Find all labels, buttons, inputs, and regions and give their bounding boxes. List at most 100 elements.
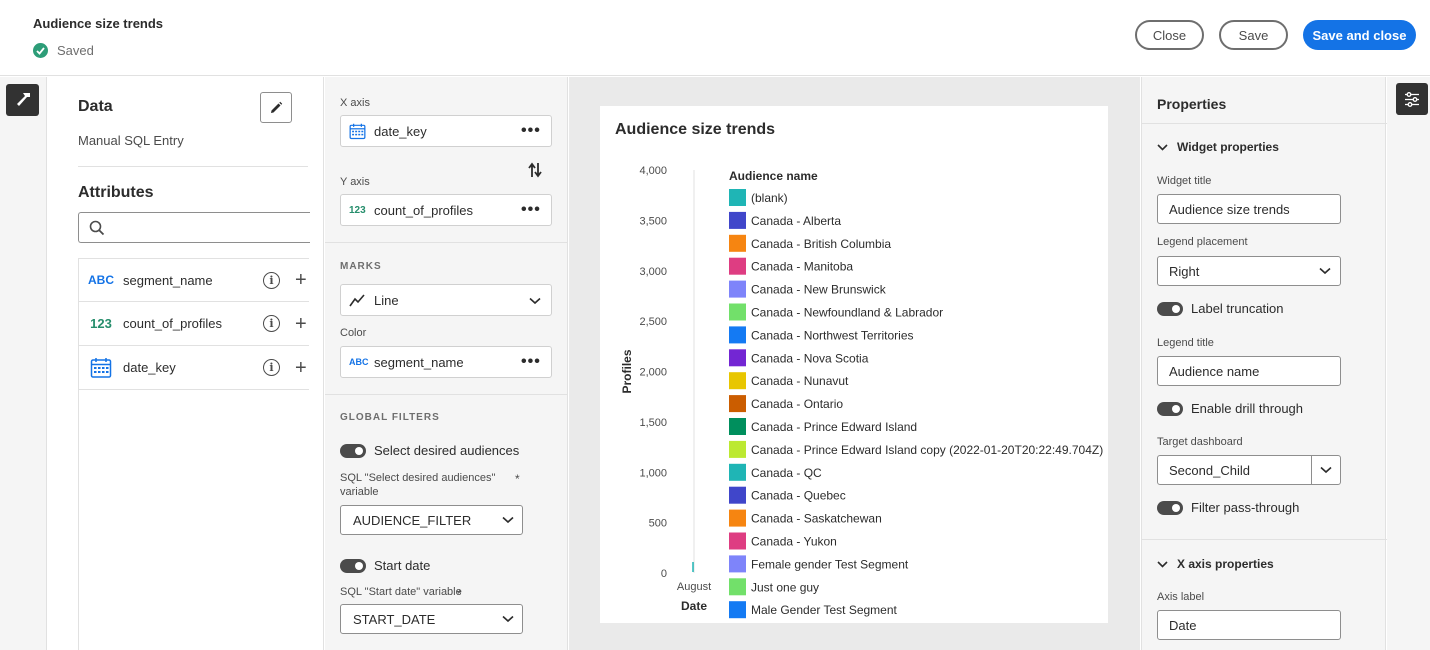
attribute-search-input[interactable] bbox=[78, 212, 310, 243]
legend-swatch bbox=[729, 601, 746, 619]
attributes-title: Attributes bbox=[78, 184, 154, 201]
data-source-label: Manual SQL Entry bbox=[78, 133, 184, 148]
close-button[interactable]: Close bbox=[1135, 20, 1204, 50]
legend-label: Canada - Quebec bbox=[751, 489, 846, 503]
legend-label: Canada - Nunavut bbox=[751, 374, 849, 388]
target-dashboard-combobox[interactable]: Second_Child bbox=[1157, 455, 1341, 485]
legend-label: Canada - British Columbia bbox=[751, 237, 891, 251]
number-type-icon: 123 bbox=[90, 316, 112, 331]
legend-label: Canada - Manitoba bbox=[751, 260, 853, 274]
marks-select[interactable]: Line bbox=[340, 284, 552, 316]
y-axis-field[interactable]: 123 count_of_profiles ••• bbox=[340, 194, 552, 226]
chevron-down-icon bbox=[494, 516, 522, 524]
axis-label-input[interactable]: Date bbox=[1157, 610, 1341, 640]
attribute-row[interactable]: date_key i + bbox=[79, 346, 309, 390]
legend-label: Canada - New Brunswick bbox=[751, 283, 887, 297]
pencil-icon bbox=[271, 101, 283, 113]
chevron-down-icon bbox=[1157, 560, 1168, 568]
data-title: Data bbox=[78, 98, 113, 115]
y-axis-title: Profiles bbox=[620, 349, 634, 393]
legend-label: Canada - Prince Edward Island bbox=[751, 420, 917, 434]
x-axis-title: Date bbox=[681, 599, 707, 613]
edit-query-button[interactable] bbox=[260, 92, 292, 123]
x-axis-properties-label: X axis properties bbox=[1177, 557, 1274, 571]
add-icon[interactable]: + bbox=[295, 312, 307, 335]
color-label: Color bbox=[340, 327, 367, 339]
legend-swatch bbox=[729, 303, 746, 321]
attribute-name: count_of_profiles bbox=[123, 316, 223, 331]
save-and-close-button[interactable]: Save and close bbox=[1303, 20, 1416, 50]
select-audiences-toggle[interactable] bbox=[340, 444, 366, 458]
color-field[interactable]: ABC segment_name ••• bbox=[340, 346, 552, 378]
info-icon[interactable]: i bbox=[263, 271, 280, 289]
properties-title: Properties bbox=[1157, 96, 1227, 112]
x-axis-field[interactable]: date_key ••• bbox=[340, 115, 552, 147]
save-status-text: Saved bbox=[57, 43, 94, 58]
y-tick-label: 1,000 bbox=[639, 467, 667, 479]
chart-card[interactable]: Audience size trends 4,000 3,500 3,000 2,50… bbox=[600, 106, 1108, 623]
line-chart-icon bbox=[349, 293, 367, 307]
more-icon[interactable]: ••• bbox=[521, 122, 541, 139]
attribute-row[interactable]: ABC segment_name i + bbox=[79, 258, 309, 302]
audience-filter-value: AUDIENCE_FILTER bbox=[353, 512, 472, 528]
x-axis-properties-header[interactable]: X axis properties bbox=[1157, 557, 1274, 571]
legend-label: Male Gender Test Segment bbox=[751, 603, 898, 617]
start-date-toggle-label: Start date bbox=[374, 558, 431, 573]
attribute-row[interactable]: 123 count_of_profiles i + bbox=[79, 302, 309, 346]
legend-swatch bbox=[729, 349, 746, 367]
page-title: Audience size trends bbox=[33, 16, 164, 31]
legend-title-input[interactable]: Audience name bbox=[1157, 356, 1341, 386]
label-truncation-toggle[interactable] bbox=[1157, 302, 1183, 316]
info-icon[interactable]: i bbox=[263, 359, 280, 376]
data-panel: Data Manual SQL Entry Attributes ABC seg… bbox=[48, 77, 324, 650]
target-dashboard-label: Target dashboard bbox=[1157, 436, 1243, 448]
swap-axes-icon[interactable] bbox=[527, 161, 543, 182]
y-tick-label: 4,000 bbox=[639, 165, 667, 177]
required-mark: * bbox=[515, 472, 520, 486]
widget-title-input[interactable]: Audience size trends bbox=[1157, 194, 1341, 224]
chart-title: Audience size trends bbox=[615, 121, 776, 138]
sliders-icon[interactable] bbox=[1396, 83, 1428, 115]
legend-title: Audience name bbox=[729, 169, 818, 183]
legend-placement-select[interactable]: Right bbox=[1157, 256, 1341, 286]
widget-properties-header[interactable]: Widget properties bbox=[1157, 140, 1279, 154]
filter-pass-through-toggle[interactable] bbox=[1157, 501, 1183, 515]
header-bar: Audience size trends Saved Close Save Sa… bbox=[0, 0, 1430, 76]
y-axis-field-name: count_of_profiles bbox=[374, 202, 474, 218]
global-filters-label: GLOBAL FILTERS bbox=[340, 412, 440, 423]
audience-variable-label: SQL "Select desired audiences" variable bbox=[340, 472, 496, 498]
more-icon[interactable]: ••• bbox=[521, 201, 541, 218]
save-status: Saved bbox=[33, 43, 94, 58]
divider bbox=[78, 166, 308, 167]
divider bbox=[325, 242, 568, 243]
add-icon[interactable]: + bbox=[295, 356, 307, 379]
start-date-toggle[interactable] bbox=[340, 559, 366, 573]
widget-properties-label: Widget properties bbox=[1177, 140, 1279, 154]
add-icon[interactable]: + bbox=[295, 269, 307, 291]
line-chart: 4,000 3,500 3,000 2,500 2,000 1,500 1,000 500 0 P… bbox=[620, 165, 1103, 619]
legend-title-label: Legend title bbox=[1157, 337, 1214, 349]
drill-through-toggle[interactable] bbox=[1157, 402, 1183, 416]
divider bbox=[1142, 123, 1387, 124]
y-tick-label: 2,000 bbox=[639, 367, 667, 379]
more-icon[interactable]: ••• bbox=[521, 353, 541, 370]
hammer-icon[interactable] bbox=[6, 84, 39, 116]
legend-swatch bbox=[729, 418, 746, 435]
info-icon[interactable]: i bbox=[263, 315, 280, 332]
chevron-down-icon[interactable] bbox=[1311, 456, 1340, 484]
legend-swatch bbox=[729, 486, 746, 504]
axis-label-label: Axis label bbox=[1157, 591, 1205, 603]
chart-canvas: Audience size trends 4,000 3,500 3,000 2,50… bbox=[569, 77, 1140, 650]
chevron-down-icon bbox=[1157, 143, 1168, 151]
start-date-select[interactable]: START_DATE bbox=[340, 604, 523, 634]
legend-label: Canada - Newfoundland & Labrador bbox=[751, 306, 943, 320]
save-button[interactable]: Save bbox=[1219, 20, 1288, 50]
properties-panel: Properties Widget properties Widget titl… bbox=[1141, 77, 1387, 650]
legend-label: Canada - QC bbox=[751, 466, 822, 480]
number-type-icon: 123 bbox=[349, 204, 366, 216]
start-date-value: START_DATE bbox=[353, 611, 436, 627]
legend-label: Canada - Northwest Territories bbox=[751, 328, 914, 342]
marks-value: Line bbox=[374, 292, 399, 308]
audience-filter-select[interactable]: AUDIENCE_FILTER bbox=[340, 505, 523, 535]
color-field-name: segment_name bbox=[374, 354, 464, 370]
